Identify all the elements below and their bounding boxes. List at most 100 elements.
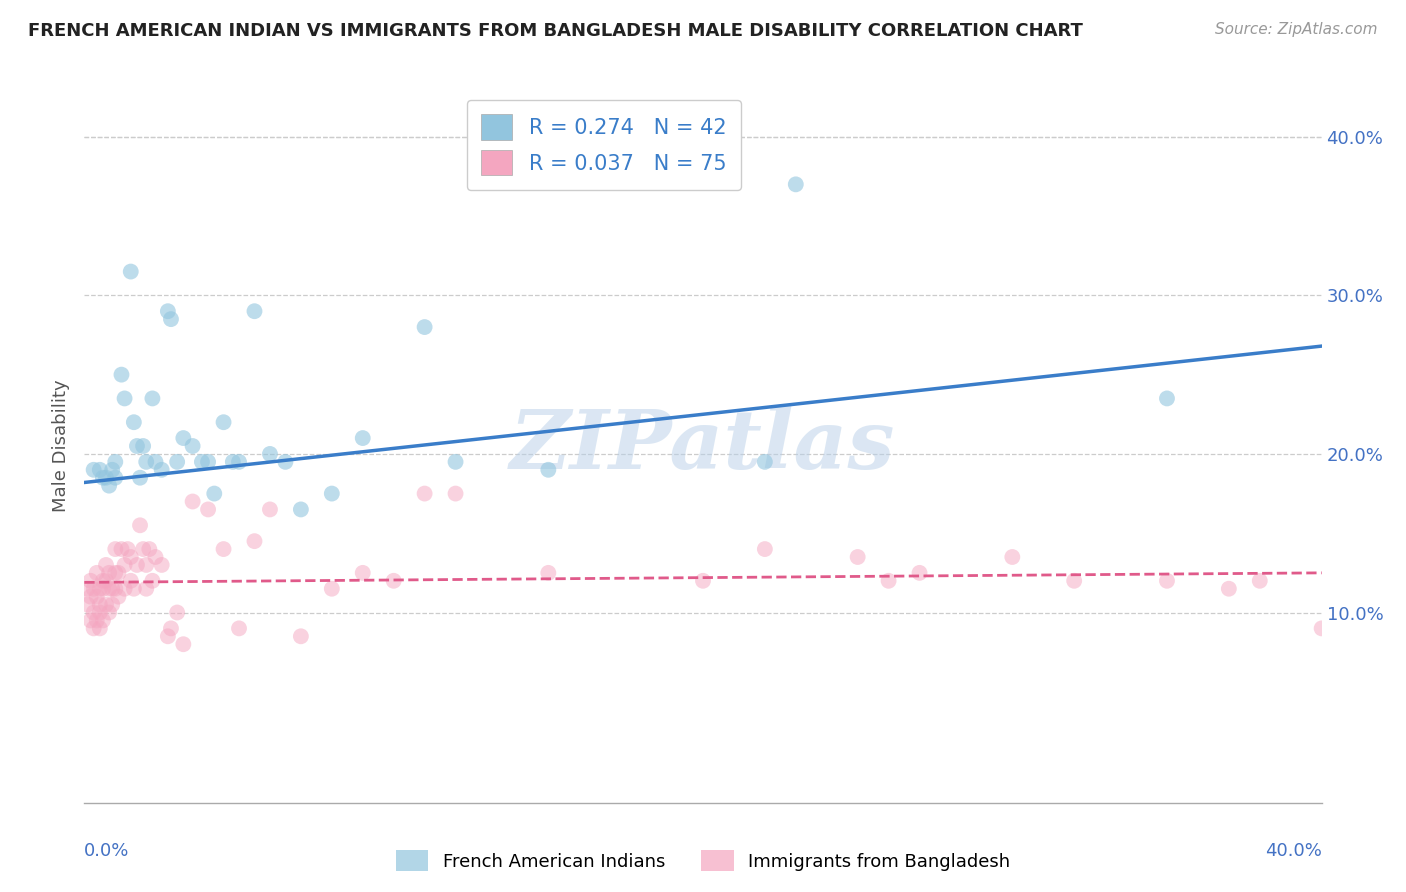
Text: Source: ZipAtlas.com: Source: ZipAtlas.com	[1215, 22, 1378, 37]
Point	[259, 502, 281, 516]
Point	[754, 455, 776, 469]
Point	[352, 431, 374, 445]
Point	[908, 566, 931, 580]
Point	[321, 486, 343, 500]
Point	[125, 558, 148, 572]
Point	[94, 471, 117, 485]
Point	[125, 439, 148, 453]
Point	[114, 392, 136, 406]
Point	[181, 494, 204, 508]
Point	[1218, 582, 1240, 596]
Point	[352, 566, 374, 580]
Point	[290, 502, 312, 516]
Point	[104, 455, 127, 469]
Point	[122, 582, 145, 596]
Point	[132, 439, 155, 453]
Legend: R = 0.274   N = 42, R = 0.037   N = 75: R = 0.274 N = 42, R = 0.037 N = 75	[467, 100, 741, 190]
Point	[444, 486, 467, 500]
Point	[89, 598, 111, 612]
Point	[129, 471, 152, 485]
Point	[135, 558, 157, 572]
Point	[382, 574, 405, 588]
Point	[114, 558, 136, 572]
Point	[104, 582, 127, 596]
Point	[107, 590, 129, 604]
Point	[160, 621, 183, 635]
Point	[91, 582, 114, 596]
Text: FRENCH AMERICAN INDIAN VS IMMIGRANTS FROM BANGLADESH MALE DISABILITY CORRELATION: FRENCH AMERICAN INDIAN VS IMMIGRANTS FRO…	[28, 22, 1083, 40]
Point	[160, 312, 183, 326]
Point	[107, 566, 129, 580]
Point	[172, 637, 194, 651]
Point	[150, 463, 173, 477]
Point	[89, 463, 111, 477]
Text: 40.0%: 40.0%	[1265, 842, 1322, 860]
Point	[150, 558, 173, 572]
Point	[104, 471, 127, 485]
Point	[166, 455, 188, 469]
Point	[86, 614, 108, 628]
Point	[537, 463, 560, 477]
Point	[83, 463, 105, 477]
Point	[212, 542, 235, 557]
Point	[222, 455, 245, 469]
Point	[76, 598, 98, 612]
Point	[243, 304, 266, 318]
Point	[101, 463, 124, 477]
Point	[110, 542, 132, 557]
Point	[86, 566, 108, 580]
Point	[83, 582, 105, 596]
Point	[1249, 574, 1271, 588]
Point	[135, 582, 157, 596]
Point	[79, 590, 101, 604]
Point	[86, 590, 108, 604]
Point	[114, 582, 136, 596]
Point	[197, 455, 219, 469]
Point	[138, 542, 160, 557]
Point	[91, 574, 114, 588]
Point	[145, 455, 167, 469]
Point	[785, 178, 807, 192]
Point	[117, 542, 139, 557]
Point	[104, 566, 127, 580]
Point	[94, 598, 117, 612]
Point	[537, 566, 560, 580]
Point	[1310, 621, 1333, 635]
Point	[444, 455, 467, 469]
Point	[135, 455, 157, 469]
Point	[259, 447, 281, 461]
Point	[754, 542, 776, 557]
Point	[228, 621, 250, 635]
Point	[89, 582, 111, 596]
Point	[877, 574, 900, 588]
Text: 0.0%: 0.0%	[84, 842, 129, 860]
Point	[321, 582, 343, 596]
Point	[120, 549, 142, 564]
Point	[122, 415, 145, 429]
Point	[120, 574, 142, 588]
Point	[413, 486, 436, 500]
Point	[202, 486, 225, 500]
Point	[1063, 574, 1085, 588]
Point	[191, 455, 214, 469]
Point	[141, 392, 163, 406]
Point	[101, 582, 124, 596]
Point	[98, 566, 121, 580]
Y-axis label: Male Disability: Male Disability	[52, 380, 70, 512]
Point	[197, 502, 219, 516]
Point	[274, 455, 297, 469]
Point	[89, 621, 111, 635]
Point	[104, 542, 127, 557]
Point	[120, 264, 142, 278]
Point	[91, 614, 114, 628]
Point	[145, 549, 167, 564]
Point	[166, 606, 188, 620]
Point	[1156, 574, 1178, 588]
Point	[132, 542, 155, 557]
Point	[98, 606, 121, 620]
Point	[846, 549, 869, 564]
Point	[1001, 549, 1024, 564]
Point	[76, 582, 98, 596]
Point	[172, 431, 194, 445]
Point	[89, 606, 111, 620]
